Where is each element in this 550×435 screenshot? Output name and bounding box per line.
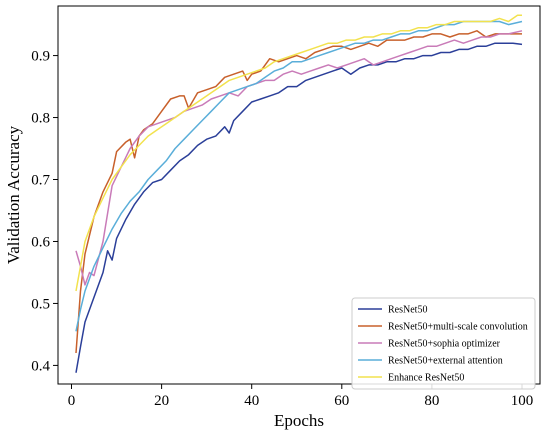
legend-label: ResNet50 xyxy=(388,305,427,316)
x-tick-label: 0 xyxy=(68,393,76,409)
legend-label: ResNet50+external attention xyxy=(388,356,503,367)
y-tick-label: 0.4 xyxy=(31,358,50,374)
series-line-1 xyxy=(75,42,523,373)
y-tick-label: 0.5 xyxy=(31,296,50,312)
legend-item: Enhance ResNet50 xyxy=(358,373,464,384)
legend-label: ResNet50+multi-scale convolution xyxy=(388,322,528,333)
x-tick-label: 40 xyxy=(244,393,259,409)
x-axis-ticks: 0 20 40 60 80 100 xyxy=(68,384,533,409)
plot-frame xyxy=(57,5,541,385)
y-axis-label: Validation Accuracy xyxy=(4,125,23,264)
series-line-4 xyxy=(75,20,523,332)
legend-box xyxy=(351,297,536,390)
series-line-3 xyxy=(75,30,523,286)
legend: ResNet50 ResNet50+multi-scale convolution… xyxy=(351,297,536,390)
y-tick-label: 0.7 xyxy=(31,173,50,189)
legend-item: ResNet50+multi-scale convolution xyxy=(358,322,528,333)
x-tick-label: 100 xyxy=(511,393,534,409)
legend-item: ResNet50 xyxy=(358,305,427,316)
x-tick-label: 60 xyxy=(334,393,349,409)
series-line-2 xyxy=(75,30,522,354)
legend-label: Enhance ResNet50 xyxy=(388,373,464,384)
y-tick-label: 0.6 xyxy=(31,234,50,250)
series-line-5 xyxy=(75,14,522,292)
series-lines xyxy=(75,14,523,373)
y-tick-label: 0.8 xyxy=(31,111,50,127)
legend-item: ResNet50+external attention xyxy=(358,356,503,367)
legend-item: ResNet50+sophia optimizer xyxy=(358,339,501,350)
x-axis-label: Epochs xyxy=(274,411,324,430)
x-tick-label: 80 xyxy=(424,393,439,409)
y-tick-label: 0.9 xyxy=(31,49,50,65)
x-tick-label: 20 xyxy=(154,393,169,409)
y-axis-ticks: 0.4 0.5 0.6 0.7 0.8 0.9 xyxy=(31,49,58,374)
legend-label: ResNet50+sophia optimizer xyxy=(388,339,501,350)
